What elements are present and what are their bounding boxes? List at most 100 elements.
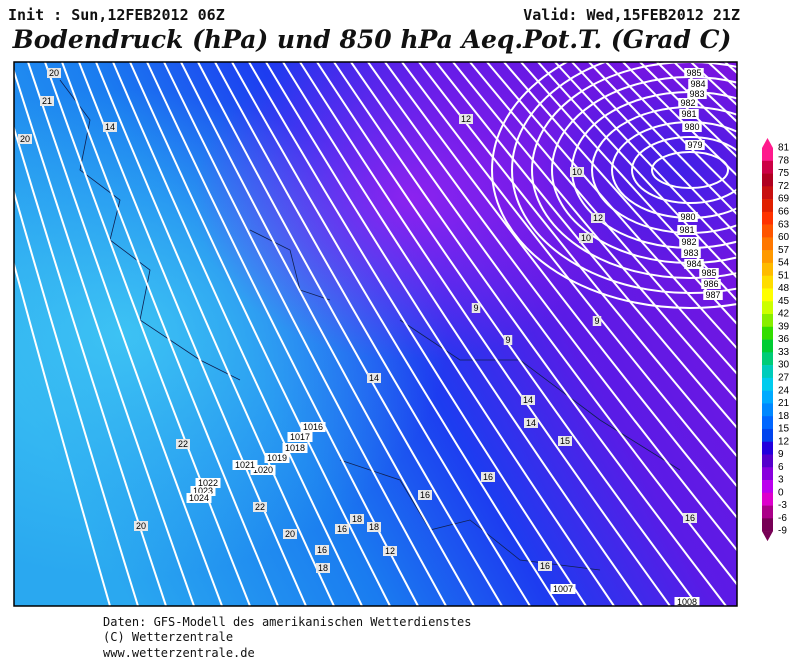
- contour-line: [14, 68, 195, 606]
- label-box: [579, 233, 593, 243]
- label-box: [195, 478, 221, 488]
- contour-line: [282, 62, 643, 606]
- label-box: [538, 561, 552, 571]
- colorbar-segment: [762, 288, 773, 302]
- isobar-ring: [651, 151, 729, 189]
- theta-label: 20: [49, 68, 59, 78]
- contour-line: [14, 188, 139, 606]
- colorbar-label: 63: [778, 219, 790, 230]
- colorbar-label: 81: [778, 143, 790, 154]
- isobar-ring: [511, 62, 737, 294]
- isobar-label: 1008: [677, 597, 697, 607]
- theta-label: 18: [318, 563, 328, 573]
- colorbar-tip: [762, 531, 773, 542]
- label-box: [679, 109, 699, 119]
- colorbar-segment: [762, 275, 773, 289]
- label-box: [300, 422, 326, 432]
- colorbar-segment: [762, 262, 773, 276]
- label-box: [335, 524, 349, 534]
- contour-line: [367, 62, 737, 552]
- contour-line: [61, 62, 279, 606]
- isobar-label: 981: [679, 225, 694, 235]
- colorbar-segment: [762, 173, 773, 187]
- contour-line: [537, 62, 737, 280]
- contour-line: [299, 62, 671, 606]
- colorbar-segment: [762, 505, 773, 519]
- isobar-label: 985: [701, 268, 716, 278]
- theta-label: 12: [385, 546, 395, 556]
- label-box: [471, 303, 481, 313]
- isobar-label: 1024: [189, 493, 209, 503]
- label-box: [253, 502, 267, 512]
- colorbar-segment: [762, 301, 773, 315]
- isobar-label: 980: [684, 122, 699, 132]
- colorbar-label: 36: [778, 334, 790, 345]
- map: 9859849839829819809799809819829839849859…: [14, 62, 737, 607]
- theta-label: 21: [42, 96, 52, 106]
- isobar-label: 982: [680, 98, 695, 108]
- theta-label: 20: [136, 521, 146, 531]
- contour-line: [231, 62, 559, 606]
- label-box: [232, 460, 258, 470]
- contour-line: [214, 62, 531, 606]
- label-box: [367, 373, 381, 383]
- isobar-ring: [491, 62, 737, 309]
- contour-line: [180, 62, 475, 606]
- title: Bodendruck (hPa) und 850 hPa Aeq.Pot.T. …: [12, 25, 732, 54]
- colorbar-label: 18: [778, 411, 790, 422]
- contour-line: [639, 62, 737, 159]
- colorbar-segment: [762, 428, 773, 443]
- colorbar-label: 15: [778, 424, 790, 435]
- colorbar-label: 54: [778, 258, 790, 269]
- label-box: [687, 89, 707, 99]
- theta-label: 9: [505, 335, 510, 345]
- isobar-label: 1021: [235, 460, 255, 470]
- colorbar-segment: [762, 518, 773, 532]
- contour-line: [197, 62, 503, 606]
- colorbar-segment: [762, 441, 773, 455]
- isobar-label: 984: [690, 79, 705, 89]
- theta-label: 14: [526, 418, 536, 428]
- label-box: [550, 584, 576, 594]
- theta-label: 16: [685, 513, 695, 523]
- colorbar-label: 27: [778, 373, 790, 384]
- contour-line: [14, 260, 111, 606]
- label-box: [103, 122, 117, 132]
- contour-line: [418, 62, 737, 458]
- contour-line: [95, 62, 335, 606]
- theta-label: 16: [337, 524, 347, 534]
- label-box: [282, 443, 308, 453]
- colorbar-segment: [762, 352, 773, 366]
- colorbar-label: 24: [778, 385, 790, 396]
- label-box: [678, 98, 698, 108]
- colorbar-segment: [762, 199, 773, 213]
- colorbar-segment: [762, 250, 773, 264]
- colorbar-label: 39: [778, 321, 790, 332]
- theta-label: 16: [540, 561, 550, 571]
- label-box: [688, 79, 708, 89]
- isobar-label: 1016: [303, 422, 323, 432]
- isobar-label: 981: [681, 109, 696, 119]
- contour-line: [44, 62, 251, 606]
- label-box: [591, 213, 605, 223]
- contour-line: [333, 62, 727, 606]
- theta-label: 14: [369, 373, 379, 383]
- isobar-label: 984: [686, 259, 701, 269]
- label-box: [703, 290, 723, 300]
- label-box: [250, 465, 276, 475]
- label-box: [682, 122, 702, 132]
- isobar-label: 1022: [198, 478, 218, 488]
- colorbar-segment: [762, 160, 773, 174]
- theta-label: 12: [461, 114, 471, 124]
- label-box: [592, 316, 602, 326]
- colorbar-segment: [762, 492, 773, 506]
- label-box: [283, 529, 297, 539]
- colorbar-label: 57: [778, 245, 790, 256]
- colorbar-label: 72: [778, 181, 790, 192]
- isobar-label: 1020: [253, 465, 273, 475]
- isobar-label: 1018: [285, 443, 305, 453]
- label-box: [679, 237, 699, 247]
- isobar-label: 1023: [193, 486, 213, 496]
- colorbar-label: 21: [778, 398, 790, 409]
